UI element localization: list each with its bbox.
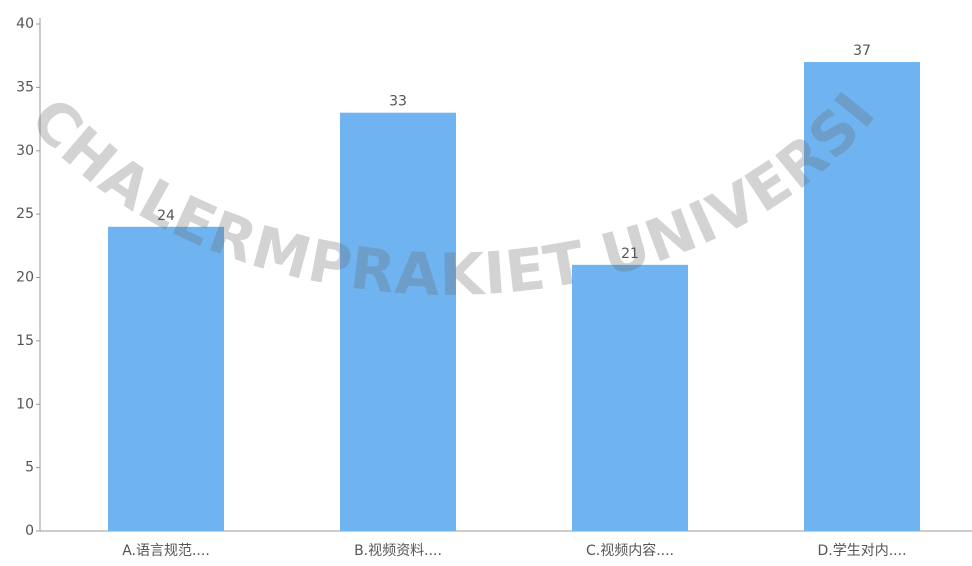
value-label: 33 [389, 94, 407, 110]
x-tick-label: C.视频内容.... [586, 542, 674, 559]
bar [108, 226, 224, 532]
y-tick-label: 30 [16, 143, 34, 159]
y-tick-label: 20 [16, 270, 34, 286]
y-tick-label: 15 [16, 333, 34, 349]
value-label: 21 [621, 246, 639, 262]
bar [572, 264, 688, 531]
bar [804, 62, 920, 532]
bar [340, 112, 456, 531]
value-label: 37 [853, 43, 871, 59]
y-tick-label: 5 [25, 460, 34, 476]
value-label: 24 [157, 208, 175, 224]
y-tick-label: 0 [25, 523, 34, 539]
y-tick-label: 10 [16, 396, 34, 412]
y-tick-label: 40 [16, 16, 34, 32]
x-tick-label: B.视频资料.... [354, 543, 442, 559]
x-tick-label: A.语言规范.... [122, 542, 210, 559]
x-tick-label: D.学生对内.... [817, 543, 906, 559]
y-tick-label: 25 [16, 206, 34, 222]
y-tick-label: 35 [16, 79, 34, 95]
